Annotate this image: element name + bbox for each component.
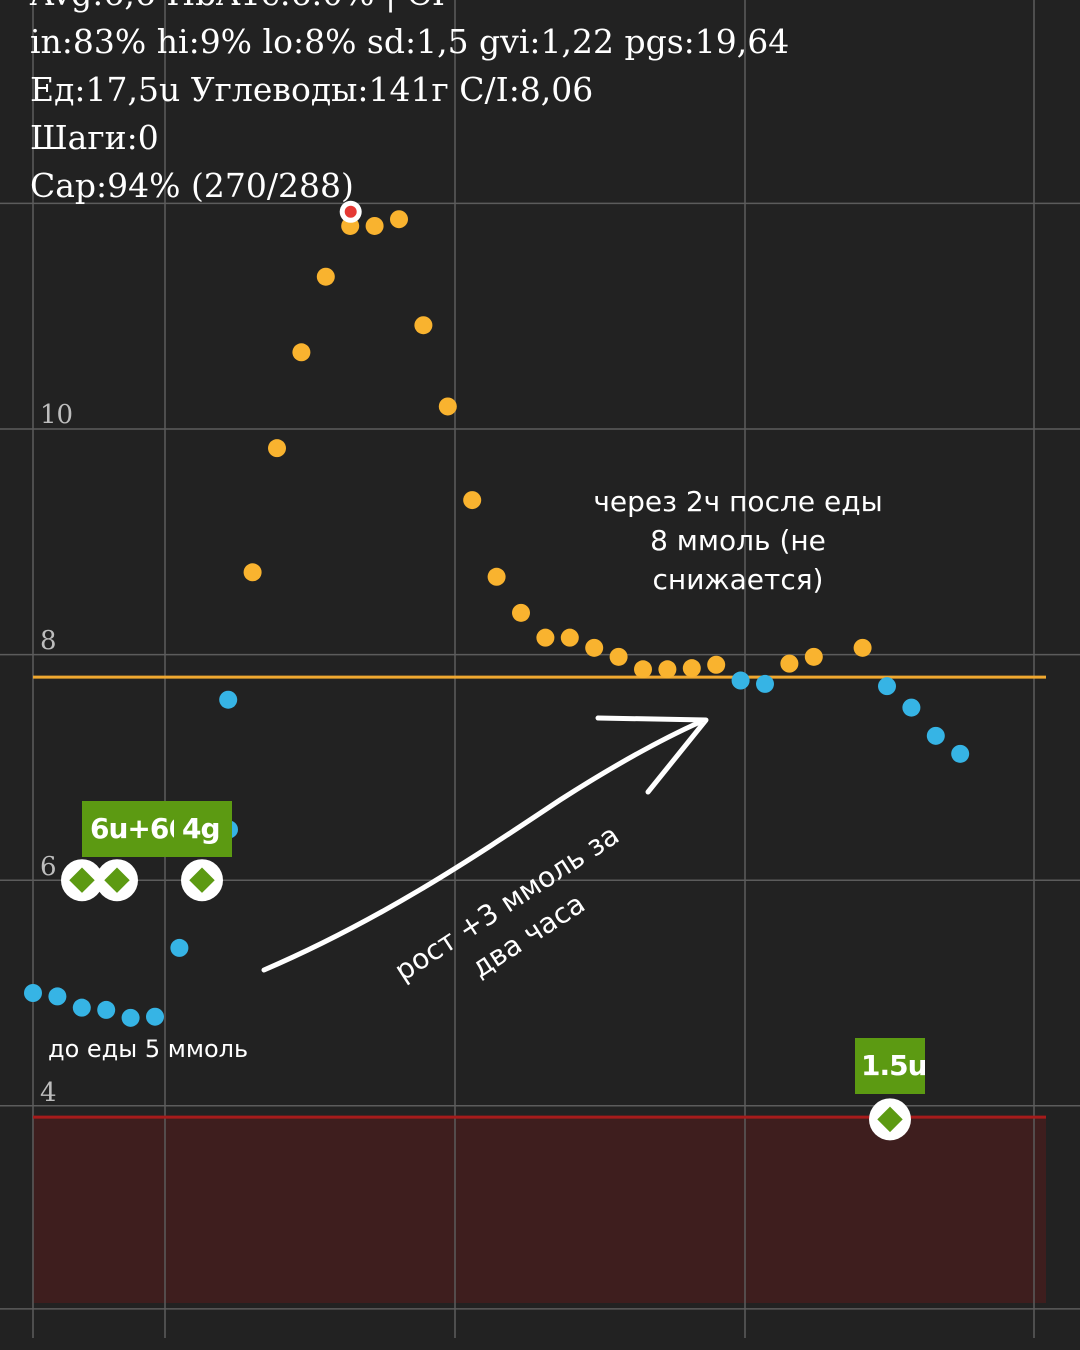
glucose-point (487, 567, 506, 586)
bolus-marker (96, 859, 138, 902)
glucose-point (804, 647, 823, 666)
glucose-point (609, 647, 628, 666)
glucose-point (634, 660, 652, 679)
glucose-point (707, 655, 726, 674)
y-tick-10: 10 (40, 400, 74, 430)
stats-line-steps: Шаги:0 (30, 118, 159, 157)
glucose-point (170, 938, 189, 957)
meal-bolus-label: 6u+66 (82, 801, 174, 857)
glucose-point (219, 690, 238, 709)
glucose-point (146, 1007, 164, 1026)
annotation-before-meal: до еды 5 ммоль (48, 1035, 249, 1063)
glucose-point (292, 343, 311, 362)
glucose-point (780, 654, 799, 673)
y-tick-6: 6 (40, 852, 57, 882)
glucose-point (512, 603, 530, 622)
glucose-point (731, 671, 750, 690)
y-tick-8: 8 (40, 626, 57, 656)
y-tick-4: 4 (40, 1078, 57, 1108)
stats-line-ranges: in:83% hi:9% lo:8% sd:1,5 gvi:1,22 pgs:1… (30, 22, 790, 61)
stats-line-avg: Avg:6,6 HbA1c:6.0% | CI (30, 0, 789, 18)
glucose-point (585, 638, 604, 657)
annotation-after-2h: через 2ч после еды 8 ммоль (не снижается… (560, 482, 916, 599)
annotation-after-2h-line3: снижается) (652, 563, 824, 596)
annotation-after-2h-line2: 8 ммоль (не (650, 524, 826, 557)
glucose-point (24, 984, 42, 1002)
late-bolus-label: 1.5u (855, 1038, 925, 1094)
low-range-zone (33, 1117, 1046, 1303)
glucose-point (853, 638, 872, 657)
bolus-marker (181, 859, 223, 902)
hand-drawn-arrow (261, 715, 709, 973)
glucose-point (48, 987, 67, 1006)
bolus-marker-diamond (189, 867, 215, 893)
glucose-point (268, 439, 286, 458)
bolus-markers (61, 859, 911, 1141)
glucose-point (560, 628, 579, 647)
annotation-after-2h-line1: через 2ч после еды (593, 485, 883, 518)
bolus-marker (61, 859, 103, 902)
glucose-point (414, 316, 433, 335)
stats-line-insulin-carbs: Ед:17,5u Углеводы:141г C/I:8,06 (30, 70, 594, 109)
glucose-point (390, 210, 408, 229)
glucose-point (316, 267, 335, 286)
glucose-point (121, 1008, 140, 1027)
glucose-point (658, 660, 677, 679)
arrow-shaft (261, 719, 703, 973)
bolus-marker-diamond (69, 867, 95, 893)
arrow-head (595, 715, 709, 795)
bolus-marker-diamond (104, 867, 130, 893)
glucose-point (926, 726, 945, 745)
glucose-point (878, 677, 896, 696)
glucose-point (951, 744, 970, 763)
glucose-point (365, 216, 384, 235)
glucose-point (536, 628, 555, 647)
latest-reading-dot (344, 205, 357, 218)
glucose-point (463, 491, 482, 510)
second-bolus-label: 4g (174, 801, 232, 857)
glucose-point (243, 563, 262, 582)
glucose-point (902, 698, 921, 717)
glucose-point (682, 659, 701, 678)
glucose-point (756, 674, 774, 693)
glucose-point (438, 397, 457, 416)
glucose-point (97, 1000, 116, 1019)
stats-line-capture: Cap:94% (270/288) (30, 166, 354, 205)
statistics-panel: Avg:6,6 HbA1c:6.0% | CI in:83% hi:9% lo:… (30, 0, 789, 210)
glucose-point (72, 998, 91, 1017)
bolus-marker (869, 1098, 911, 1141)
